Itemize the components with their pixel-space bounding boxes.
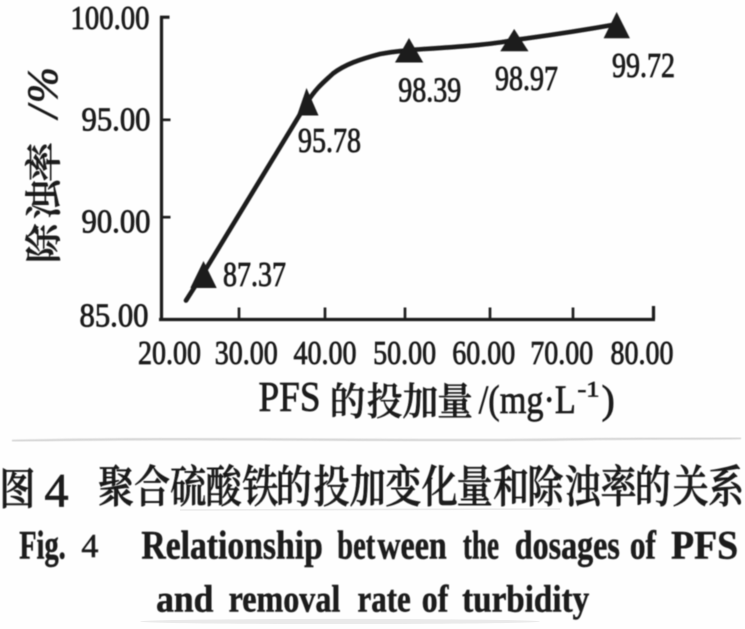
svg-text:99.72: 99.72 (612, 46, 675, 85)
svg-text:the: the (463, 523, 499, 568)
svg-text:60.00: 60.00 (452, 335, 515, 372)
svg-text:80.00: 80.00 (611, 335, 674, 372)
svg-text:87.37: 87.37 (223, 255, 286, 294)
svg-text:of: of (422, 579, 450, 621)
svg-text:/(mg·L: /(mg·L (479, 377, 576, 422)
svg-text:/%: /% (20, 64, 67, 120)
svg-text:turbidity: turbidity (462, 579, 589, 621)
svg-text:ween: ween (377, 523, 446, 568)
svg-text:100.00: 100.00 (71, 0, 150, 37)
svg-text:30.00: 30.00 (215, 335, 278, 372)
svg-text:90.00: 90.00 (82, 204, 151, 241)
svg-text:rate: rate (358, 579, 411, 621)
svg-text:Fig.: Fig. (19, 523, 66, 568)
svg-text:-1: -1 (578, 377, 600, 402)
svg-text:4: 4 (45, 465, 69, 518)
svg-text:98.39: 98.39 (398, 71, 461, 110)
svg-text:PFS: PFS (671, 523, 738, 568)
svg-text:50.00: 50.00 (373, 335, 436, 372)
svg-text:of: of (630, 523, 657, 568)
svg-text:95.78: 95.78 (298, 121, 361, 160)
svg-text:Relationship: Relationship (141, 523, 322, 568)
svg-text:20.00: 20.00 (138, 335, 201, 372)
svg-text:40.00: 40.00 (294, 335, 357, 372)
svg-text:85.00: 85.00 (80, 297, 149, 334)
svg-text:and: and (156, 579, 213, 621)
svg-text:bet: bet (337, 523, 375, 568)
svg-text:PFS: PFS (259, 375, 321, 421)
svg-text:98.97: 98.97 (495, 59, 558, 98)
svg-text:removal: removal (229, 579, 341, 621)
svg-text:4: 4 (81, 528, 98, 565)
svg-text:): ) (602, 377, 615, 422)
svg-text:70.00: 70.00 (530, 335, 593, 372)
svg-text:95.00: 95.00 (82, 102, 151, 139)
svg-text:dosages: dosages (515, 523, 620, 568)
